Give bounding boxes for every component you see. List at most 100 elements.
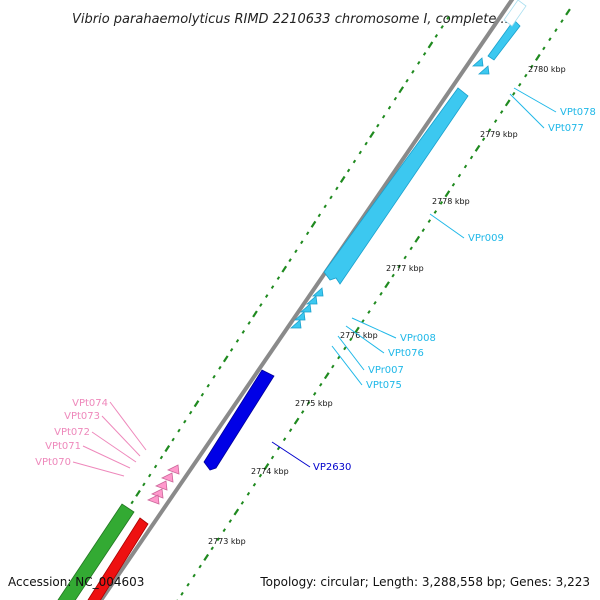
tick-mark <box>427 219 432 223</box>
tick-mark <box>417 60 421 65</box>
leader-line <box>331 345 363 386</box>
tick-mark <box>288 258 292 263</box>
tick-mark <box>198 564 202 569</box>
tick-mark <box>358 150 362 155</box>
inner-tick-track <box>176 8 571 600</box>
trna-feature[interactable] <box>477 65 490 75</box>
tick-mark <box>451 182 456 187</box>
tick-mark <box>270 455 275 460</box>
tick-mark <box>487 128 492 133</box>
rrna-feature[interactable] <box>323 87 469 285</box>
tick-mark <box>229 347 234 352</box>
trna-feature[interactable] <box>471 57 484 67</box>
tick-mark <box>493 119 498 123</box>
backbone-strand <box>98 0 515 600</box>
tick-mark <box>427 41 434 49</box>
feature-label[interactable]: VPt073 <box>64 411 100 422</box>
tick-mark <box>364 141 368 146</box>
tick-mark <box>331 364 335 369</box>
feature-label[interactable]: VPt075 <box>366 380 402 391</box>
leader-line <box>91 431 137 463</box>
tick-mark <box>233 508 240 516</box>
tick-mark <box>542 46 546 51</box>
rrna-feature-edge[interactable] <box>503 0 527 27</box>
tick-mark <box>252 310 258 318</box>
tick-mark <box>343 346 347 351</box>
feature-label[interactable]: VPt071 <box>45 441 81 452</box>
gene-feature-green[interactable] <box>57 503 135 600</box>
feature-label[interactable]: VPr008 <box>400 333 436 344</box>
feature-label[interactable]: VPt072 <box>54 427 90 438</box>
tick-mark <box>434 34 439 38</box>
tick-mark <box>433 210 438 214</box>
cds-feature-vp2630[interactable] <box>203 369 275 471</box>
tick-mark <box>183 419 187 424</box>
tick-mark <box>247 321 251 325</box>
feature-label[interactable]: VPt077 <box>548 123 584 134</box>
tick-mark <box>384 281 390 289</box>
tick-label: 2779 kbp <box>480 130 518 139</box>
feature-label[interactable]: VPr009 <box>468 233 504 244</box>
tick-mark <box>518 82 522 87</box>
feature-label[interactable]: VP2630 <box>313 462 351 473</box>
tick-mark <box>337 355 341 360</box>
tick-mark <box>349 337 353 342</box>
tick-mark <box>409 246 413 251</box>
tick-mark <box>352 159 357 164</box>
trna-feature[interactable] <box>160 472 174 483</box>
tick-mark <box>264 294 269 298</box>
tick-mark <box>252 482 257 487</box>
feature-label[interactable]: VPt074 <box>72 398 108 409</box>
tick-mark <box>186 582 190 587</box>
tick-mark <box>216 537 220 542</box>
rrna-feature[interactable] <box>487 19 521 61</box>
trna-feature[interactable] <box>146 494 160 505</box>
feature-label[interactable]: VPt076 <box>388 348 424 359</box>
summary-text: Topology: circular; Length: 3,288,558 bp… <box>259 575 590 589</box>
tick-mark <box>130 500 134 505</box>
tick-mark <box>218 365 222 370</box>
tick-label: 2780 kbp <box>528 65 566 74</box>
tick-mark <box>534 53 541 61</box>
tick-mark <box>192 573 196 578</box>
trna-feature[interactable] <box>311 287 324 297</box>
leader-line <box>109 401 147 451</box>
tick-mark <box>171 437 175 442</box>
tick-mark <box>381 114 386 119</box>
tick-mark <box>391 273 395 278</box>
tick-mark <box>560 19 564 23</box>
tick-mark <box>329 195 333 200</box>
tick-mark <box>241 330 246 334</box>
feature-label[interactable]: VPt070 <box>35 457 71 468</box>
tick-mark <box>548 37 552 42</box>
tick-mark <box>565 8 571 16</box>
leader-line <box>345 325 385 354</box>
tick-mark <box>530 64 534 69</box>
trna-feature[interactable] <box>305 295 318 305</box>
tick-mark <box>463 164 468 169</box>
leader-line <box>101 415 141 457</box>
tick-label: 2774 kbp <box>251 467 289 476</box>
tick-mark <box>193 400 200 408</box>
tick-mark <box>481 137 486 142</box>
gene-feature-red[interactable] <box>87 517 149 600</box>
map-title: Vibrio parahaemolyticus RIMD 2210633 chr… <box>72 12 513 27</box>
tick-mark <box>335 186 339 191</box>
tick-mark <box>339 175 346 183</box>
leader-line <box>429 213 465 239</box>
tick-mark <box>361 319 365 323</box>
tick-mark <box>397 264 401 269</box>
trna-feature[interactable] <box>154 480 168 491</box>
tick-mark <box>393 96 398 101</box>
tick-mark <box>259 303 263 307</box>
tick-mark <box>317 213 322 218</box>
trna-feature[interactable] <box>289 319 302 329</box>
tick-mark <box>222 355 229 363</box>
trna-feature[interactable] <box>299 303 312 313</box>
tick-label: 2777 kbp <box>386 264 424 273</box>
trna-feature[interactable] <box>166 464 180 475</box>
feature-label[interactable]: VPt078 <box>560 107 596 118</box>
tick-mark <box>376 123 380 128</box>
feature-label[interactable]: VPr007 <box>368 365 404 376</box>
